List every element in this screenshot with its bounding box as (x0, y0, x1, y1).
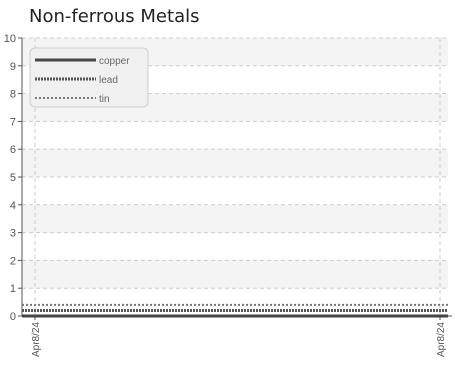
y-tick-labels: 0 1 2 3 4 5 6 7 8 9 10 (4, 33, 16, 323)
y-tick-label: 3 (10, 228, 16, 240)
x-tick-label: Apr8/24 (436, 322, 447, 357)
y-tick-label: 0 (10, 311, 16, 323)
grid-band (22, 149, 448, 177)
legend: copper lead tin (29, 47, 149, 108)
grid-band (22, 260, 448, 289)
series-lines (22, 303, 448, 318)
y-tick-label: 2 (10, 255, 16, 267)
y-tick-label: 4 (10, 200, 16, 212)
x-tick-labels: Apr8/24 Apr8/24 (31, 322, 447, 357)
legend-label-lead: lead (99, 75, 118, 86)
x-tick-label: Apr8/24 (31, 322, 42, 357)
grid-band (22, 204, 448, 233)
legend-label-copper: copper (99, 56, 130, 67)
y-tick-label: 9 (10, 61, 16, 73)
y-tick-label: 5 (10, 172, 16, 184)
y-tick-label: 8 (10, 89, 16, 101)
legend-label-tin: tin (99, 94, 110, 105)
y-tick-label: 1 (10, 283, 16, 295)
y-tick-label: 7 (10, 116, 16, 128)
chart-title: Non-ferrous Metals (29, 6, 200, 27)
y-tick-label: 10 (4, 33, 16, 45)
y-tick-label: 6 (10, 144, 16, 156)
